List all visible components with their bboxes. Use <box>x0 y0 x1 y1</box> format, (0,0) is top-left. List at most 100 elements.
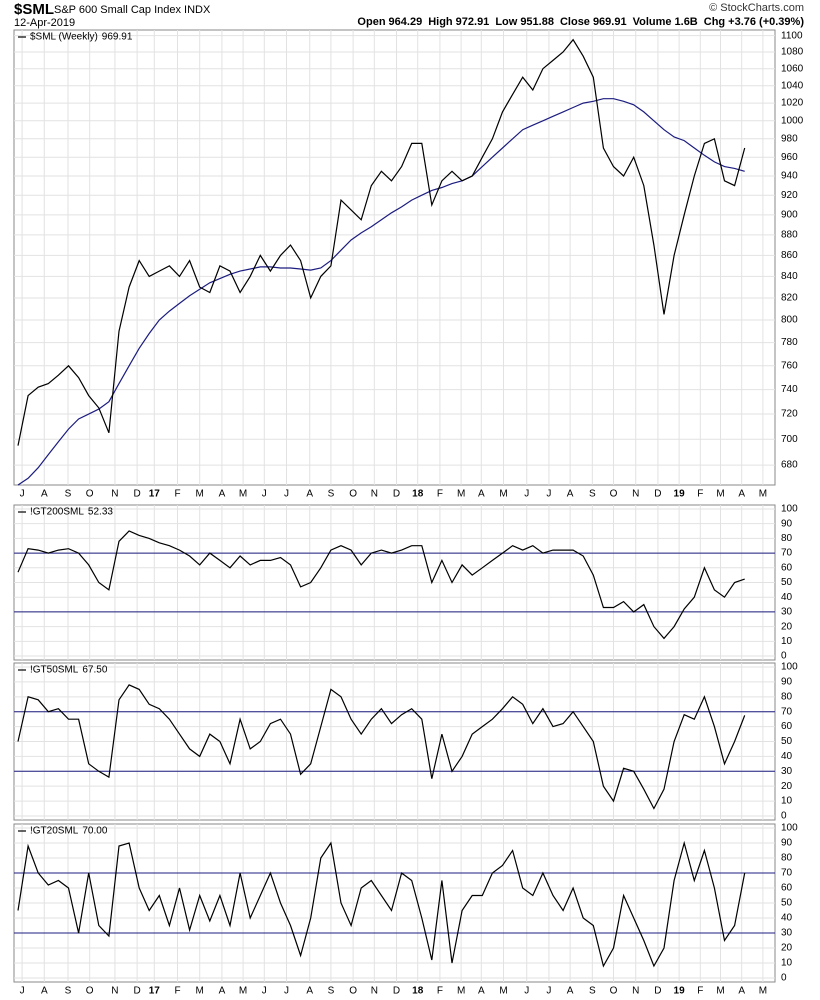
x-tick-label: J <box>546 489 551 500</box>
legend-value: 67.50 <box>82 665 107 676</box>
y-tick-label: 1100 <box>781 30 803 41</box>
legend-value: 52.33 <box>88 507 113 518</box>
legend-value: 969.91 <box>102 32 133 43</box>
x-tick-label: J <box>20 986 25 997</box>
legend-label: !GT50SML <box>30 665 79 676</box>
credit: © StockCharts.com <box>709 2 804 14</box>
y-tick-label: 10 <box>781 958 793 969</box>
legend-value: 70.00 <box>82 826 107 837</box>
x-tick-label: O <box>349 489 357 500</box>
y-tick-label: 20 <box>781 781 793 792</box>
y-tick-label: 70 <box>781 548 793 559</box>
stats: Open 964.29 High 972.91 Low 951.88 Close 969.91… <box>351 16 804 28</box>
series-line <box>17 98 745 486</box>
x-tick-label: A <box>478 489 485 500</box>
x-tick-label: A <box>306 986 313 997</box>
x-tick-label: F <box>437 986 443 997</box>
y-tick-label: 980 <box>781 133 798 144</box>
x-tick-label: M <box>196 986 204 997</box>
x-tick-label: J <box>262 986 267 997</box>
x-tick-label: J <box>284 986 289 997</box>
y-tick-label: 80 <box>781 853 793 864</box>
y-tick-label: 30 <box>781 607 793 618</box>
x-tick-label: N <box>371 489 378 500</box>
y-tick-label: 60 <box>781 721 793 732</box>
x-tick-label: J <box>524 986 529 997</box>
x-tick-label: M <box>759 489 767 500</box>
y-tick-label: 10 <box>781 796 793 807</box>
x-tick-label: S <box>65 986 72 997</box>
y-tick-label: 100 <box>781 504 798 515</box>
stat-value: 951.88 <box>520 16 554 28</box>
y-tick-label: 80 <box>781 691 793 702</box>
x-tick-label: A <box>478 986 485 997</box>
x-tick-label: M <box>499 489 507 500</box>
x-tick-label: M <box>196 489 204 500</box>
y-tick-label: 10 <box>781 636 793 647</box>
y-tick-label: 700 <box>781 434 798 445</box>
series-line <box>17 38 746 446</box>
x-tick-label: D <box>134 489 141 500</box>
stat-value: +3.76 (+0.39%) <box>728 16 804 28</box>
y-tick-label: 720 <box>781 409 798 420</box>
legend-label: !GT200SML <box>30 507 84 518</box>
y-tick-label: 60 <box>781 562 793 573</box>
y-tick-label: 90 <box>781 838 793 849</box>
y-tick-label: 40 <box>781 751 793 762</box>
y-tick-label: 50 <box>781 736 793 747</box>
stat-value: 964.29 <box>388 16 423 28</box>
y-tick-label: 50 <box>781 898 793 909</box>
header: $SML S&P 600 Small Cap Index INDX 12-Apr… <box>14 0 814 30</box>
x-tick-label: S <box>328 986 335 997</box>
x-tick-label: J <box>20 489 25 500</box>
y-tick-label: 70 <box>781 706 793 717</box>
x-tick-label: M <box>716 986 724 997</box>
x-tick-label: J <box>546 986 551 997</box>
x-tick-label: M <box>716 489 724 500</box>
y-tick-label: 20 <box>781 943 793 954</box>
x-tick-label: D <box>654 986 661 997</box>
x-tick-label: S <box>589 489 596 500</box>
x-tick-label: O <box>610 489 618 500</box>
stat-value: 972.91 <box>455 16 490 28</box>
x-tick-label: M <box>239 489 247 500</box>
y-tick-label: 0 <box>781 973 787 984</box>
y-tick-label: 90 <box>781 677 793 688</box>
y-tick-label: 940 <box>781 171 798 182</box>
series-line <box>17 840 746 968</box>
x-tick-label: O <box>610 986 618 997</box>
exchange: INDX <box>184 4 211 16</box>
x-tick-label: A <box>738 986 745 997</box>
panel-frame <box>13 29 776 486</box>
y-tick-label: 1040 <box>781 80 804 91</box>
x-tick-label: N <box>111 986 118 997</box>
y-tick-label: 920 <box>781 190 798 201</box>
y-tick-label: 820 <box>781 293 798 304</box>
x-tick-label: F <box>174 986 180 997</box>
x-tick-label: S <box>589 986 596 997</box>
x-tick-label: M <box>759 986 767 997</box>
y-tick-label: 80 <box>781 533 793 544</box>
stat-label: Low <box>495 16 518 28</box>
x-tick-label: N <box>632 489 639 500</box>
x-tick-label: 18 <box>412 489 424 500</box>
y-tick-label: 860 <box>781 250 798 261</box>
x-tick-label: F <box>174 489 180 500</box>
x-tick-label: S <box>65 489 72 500</box>
x-tick-label: A <box>219 986 226 997</box>
x-tick-label: M <box>239 986 247 997</box>
x-tick-label: A <box>219 489 226 500</box>
y-tick-label: 1020 <box>781 98 804 109</box>
y-tick-label: 90 <box>781 518 793 529</box>
x-tick-label: 18 <box>412 986 424 997</box>
stat-label: Chg <box>703 16 726 28</box>
y-tick-label: 60 <box>781 883 793 894</box>
y-tick-label: 100 <box>781 823 798 834</box>
y-tick-label: 680 <box>781 460 798 471</box>
x-tick-label: N <box>371 986 378 997</box>
x-tick-label: M <box>499 986 507 997</box>
x-tick-label: A <box>567 489 574 500</box>
x-tick-label: J <box>284 489 289 500</box>
y-tick-label: 740 <box>781 384 798 395</box>
